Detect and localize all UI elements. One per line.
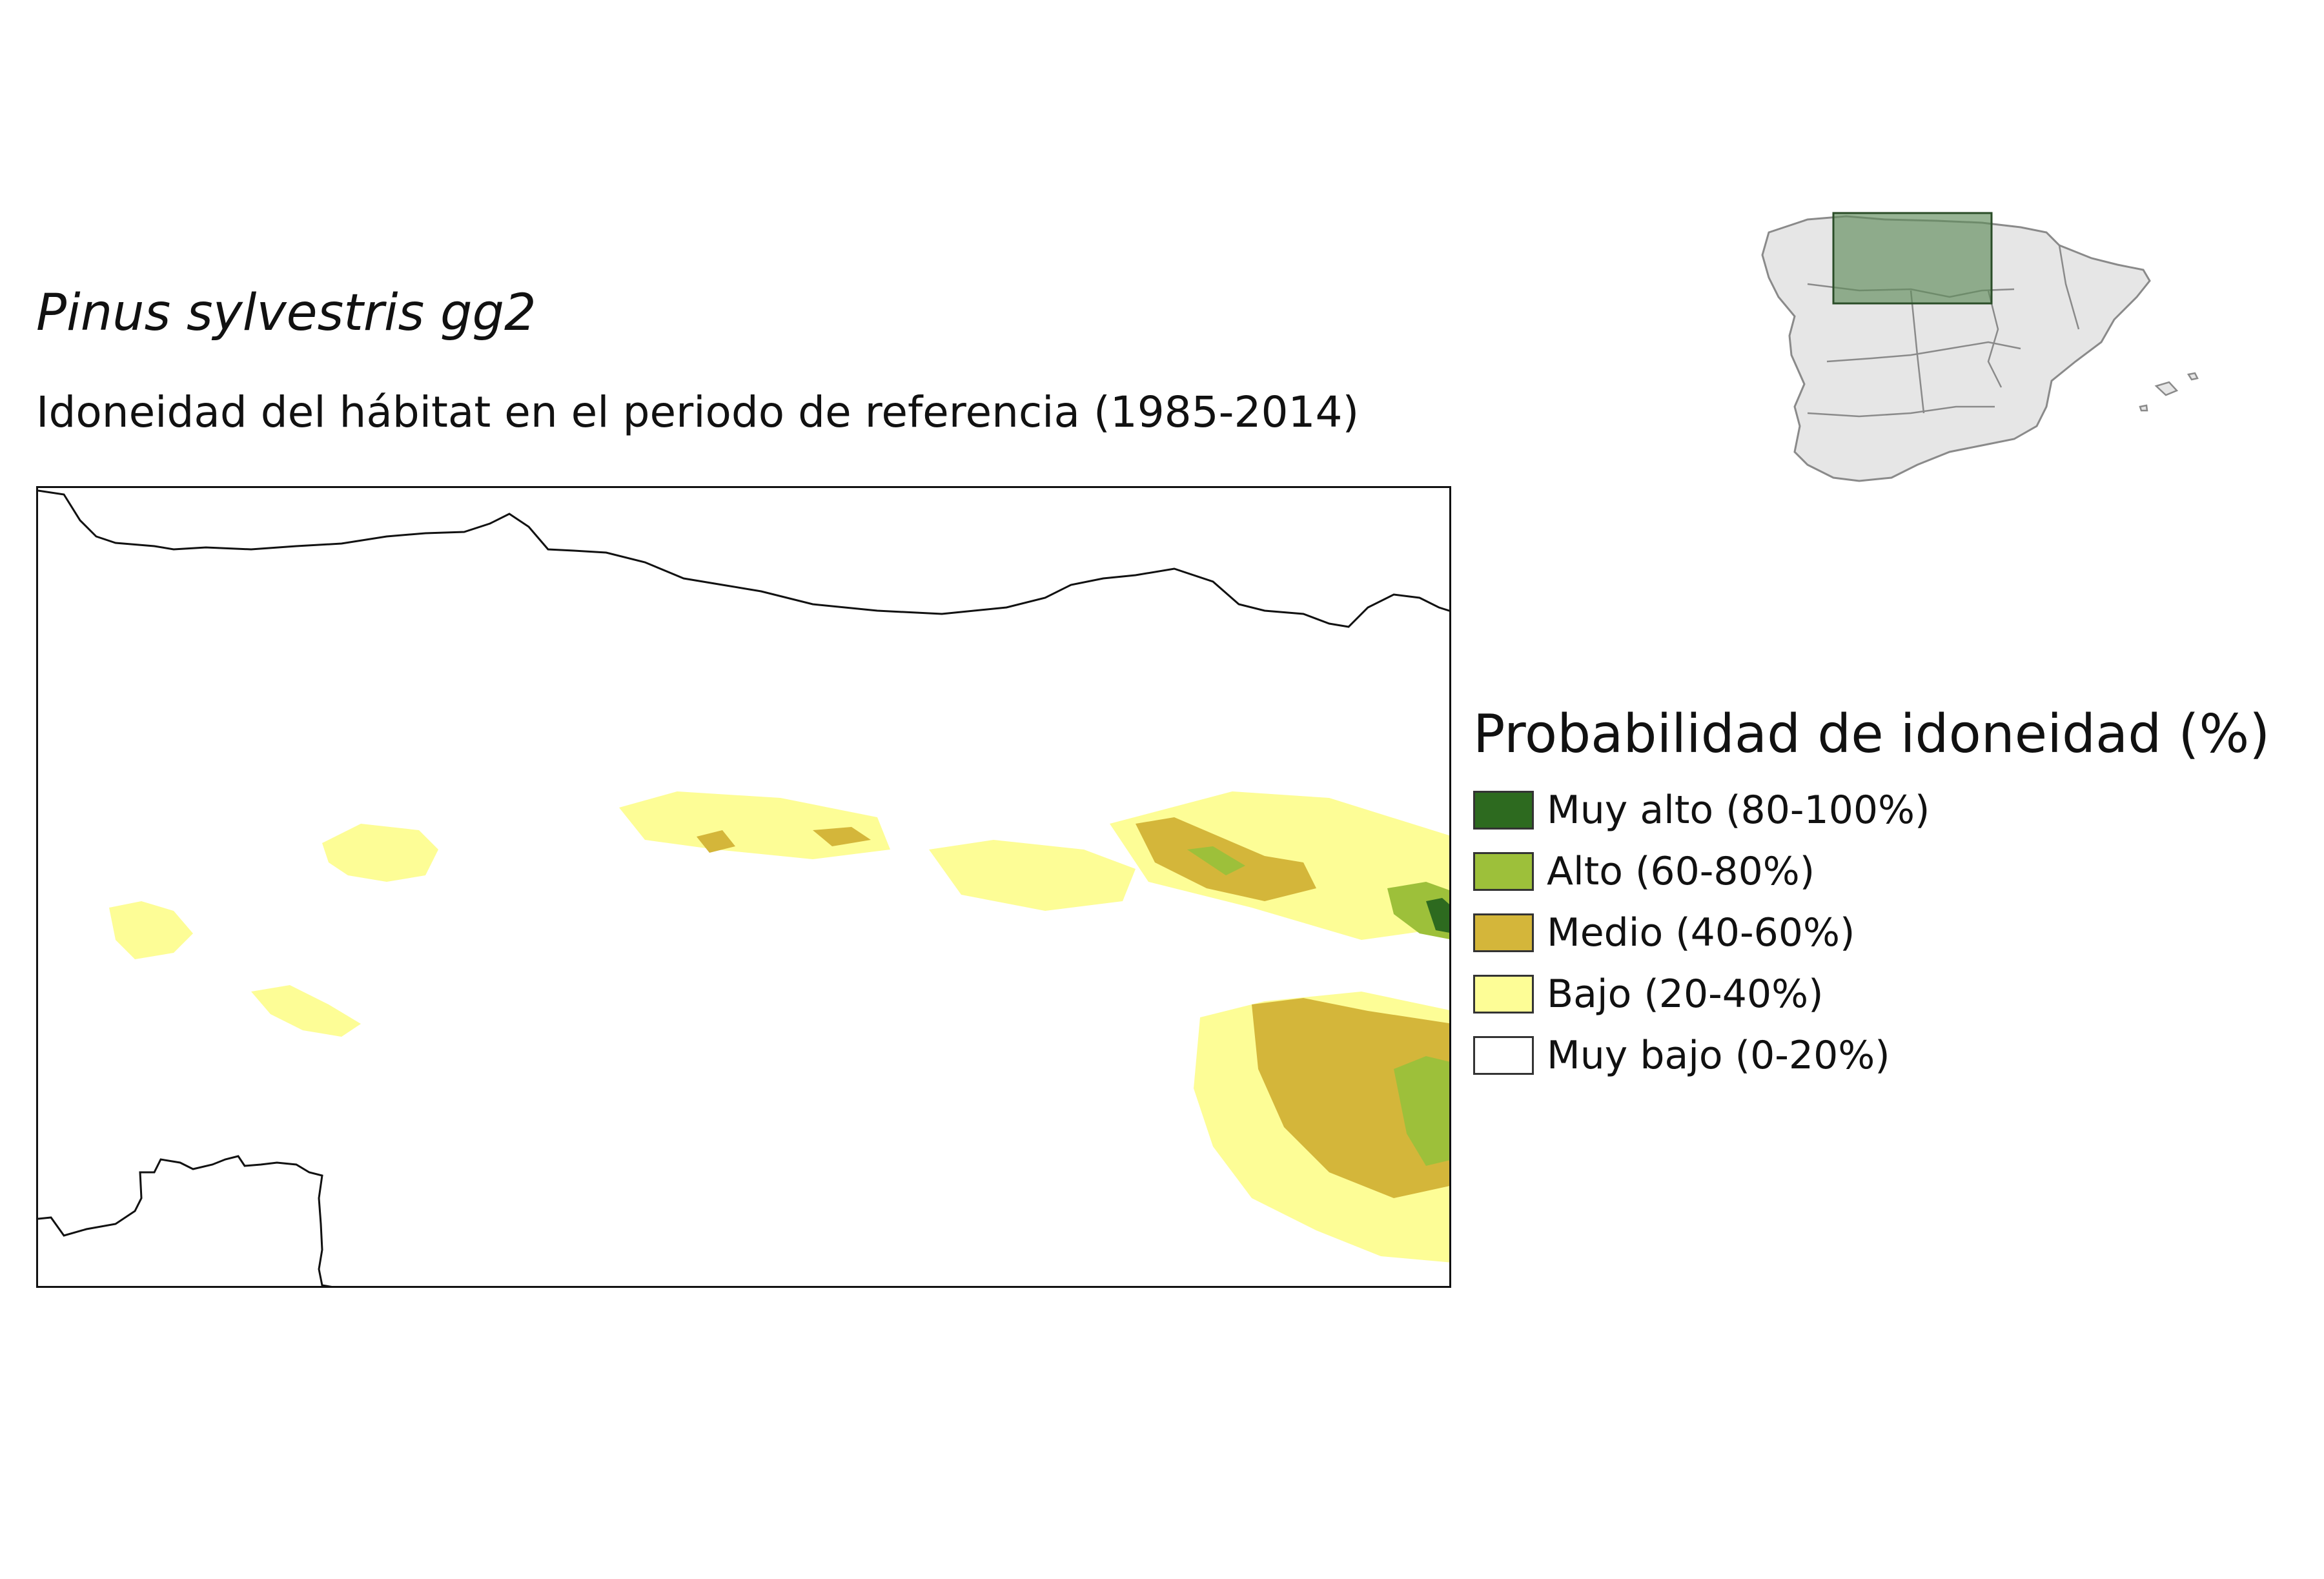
legend-item: Muy alto (80-100%) (1473, 779, 2270, 840)
patch-medium (813, 827, 871, 846)
region-border (1807, 405, 1995, 418)
region-border (2058, 245, 2080, 330)
border-line (38, 1155, 332, 1286)
coastline (38, 489, 1449, 628)
legend-label: Alto (60-80%) (1547, 848, 1815, 894)
legend-swatch (1473, 1035, 1534, 1075)
legend-label: Muy bajo (0-20%) (1547, 1032, 1890, 1078)
patch-high (1394, 1056, 1449, 1166)
map-subtitle: Idoneidad del hábitat en el periodo de r… (36, 387, 1360, 437)
legend-swatch (1473, 913, 1534, 952)
legend-swatch (1473, 851, 1534, 891)
patch-high (1187, 846, 1245, 875)
legend-item: Medio (40-60%) (1473, 902, 2270, 963)
patch-medium (1252, 998, 1449, 1198)
map-title: Pinus sylvestris gg2 (36, 284, 536, 342)
legend: Probabilidad de idoneidad (%) Muy alto (… (1473, 704, 2270, 1086)
patch-very-high (1426, 898, 1449, 933)
legend-swatch (1473, 974, 1534, 1014)
patch-low (929, 840, 1136, 911)
patch-low (109, 901, 193, 959)
region-border (1987, 290, 2003, 388)
legend-item: Bajo (20-40%) (1473, 963, 2270, 1024)
patch-low (322, 824, 438, 882)
locator-map (1761, 212, 2199, 482)
habitat-map (36, 486, 1451, 1288)
patch-low (251, 985, 361, 1037)
legend-label: Muy alto (80-100%) (1547, 787, 1930, 833)
legend-swatch (1473, 790, 1534, 830)
legend-label: Bajo (20-40%) (1547, 971, 1824, 1017)
legend-title: Probabilidad de idoneidad (%) (1473, 704, 2270, 765)
legend-item: Muy bajo (0-20%) (1473, 1024, 2270, 1086)
legend-item: Alto (60-80%) (1473, 840, 2270, 902)
study-area-highlight (1832, 212, 1993, 305)
balearic-islands (2139, 372, 2199, 412)
region-border (1910, 290, 1925, 414)
legend-label: Medio (40-60%) (1547, 910, 1855, 955)
patch-medium (697, 830, 735, 853)
patch-high (1387, 882, 1449, 939)
patch-low (619, 791, 890, 859)
